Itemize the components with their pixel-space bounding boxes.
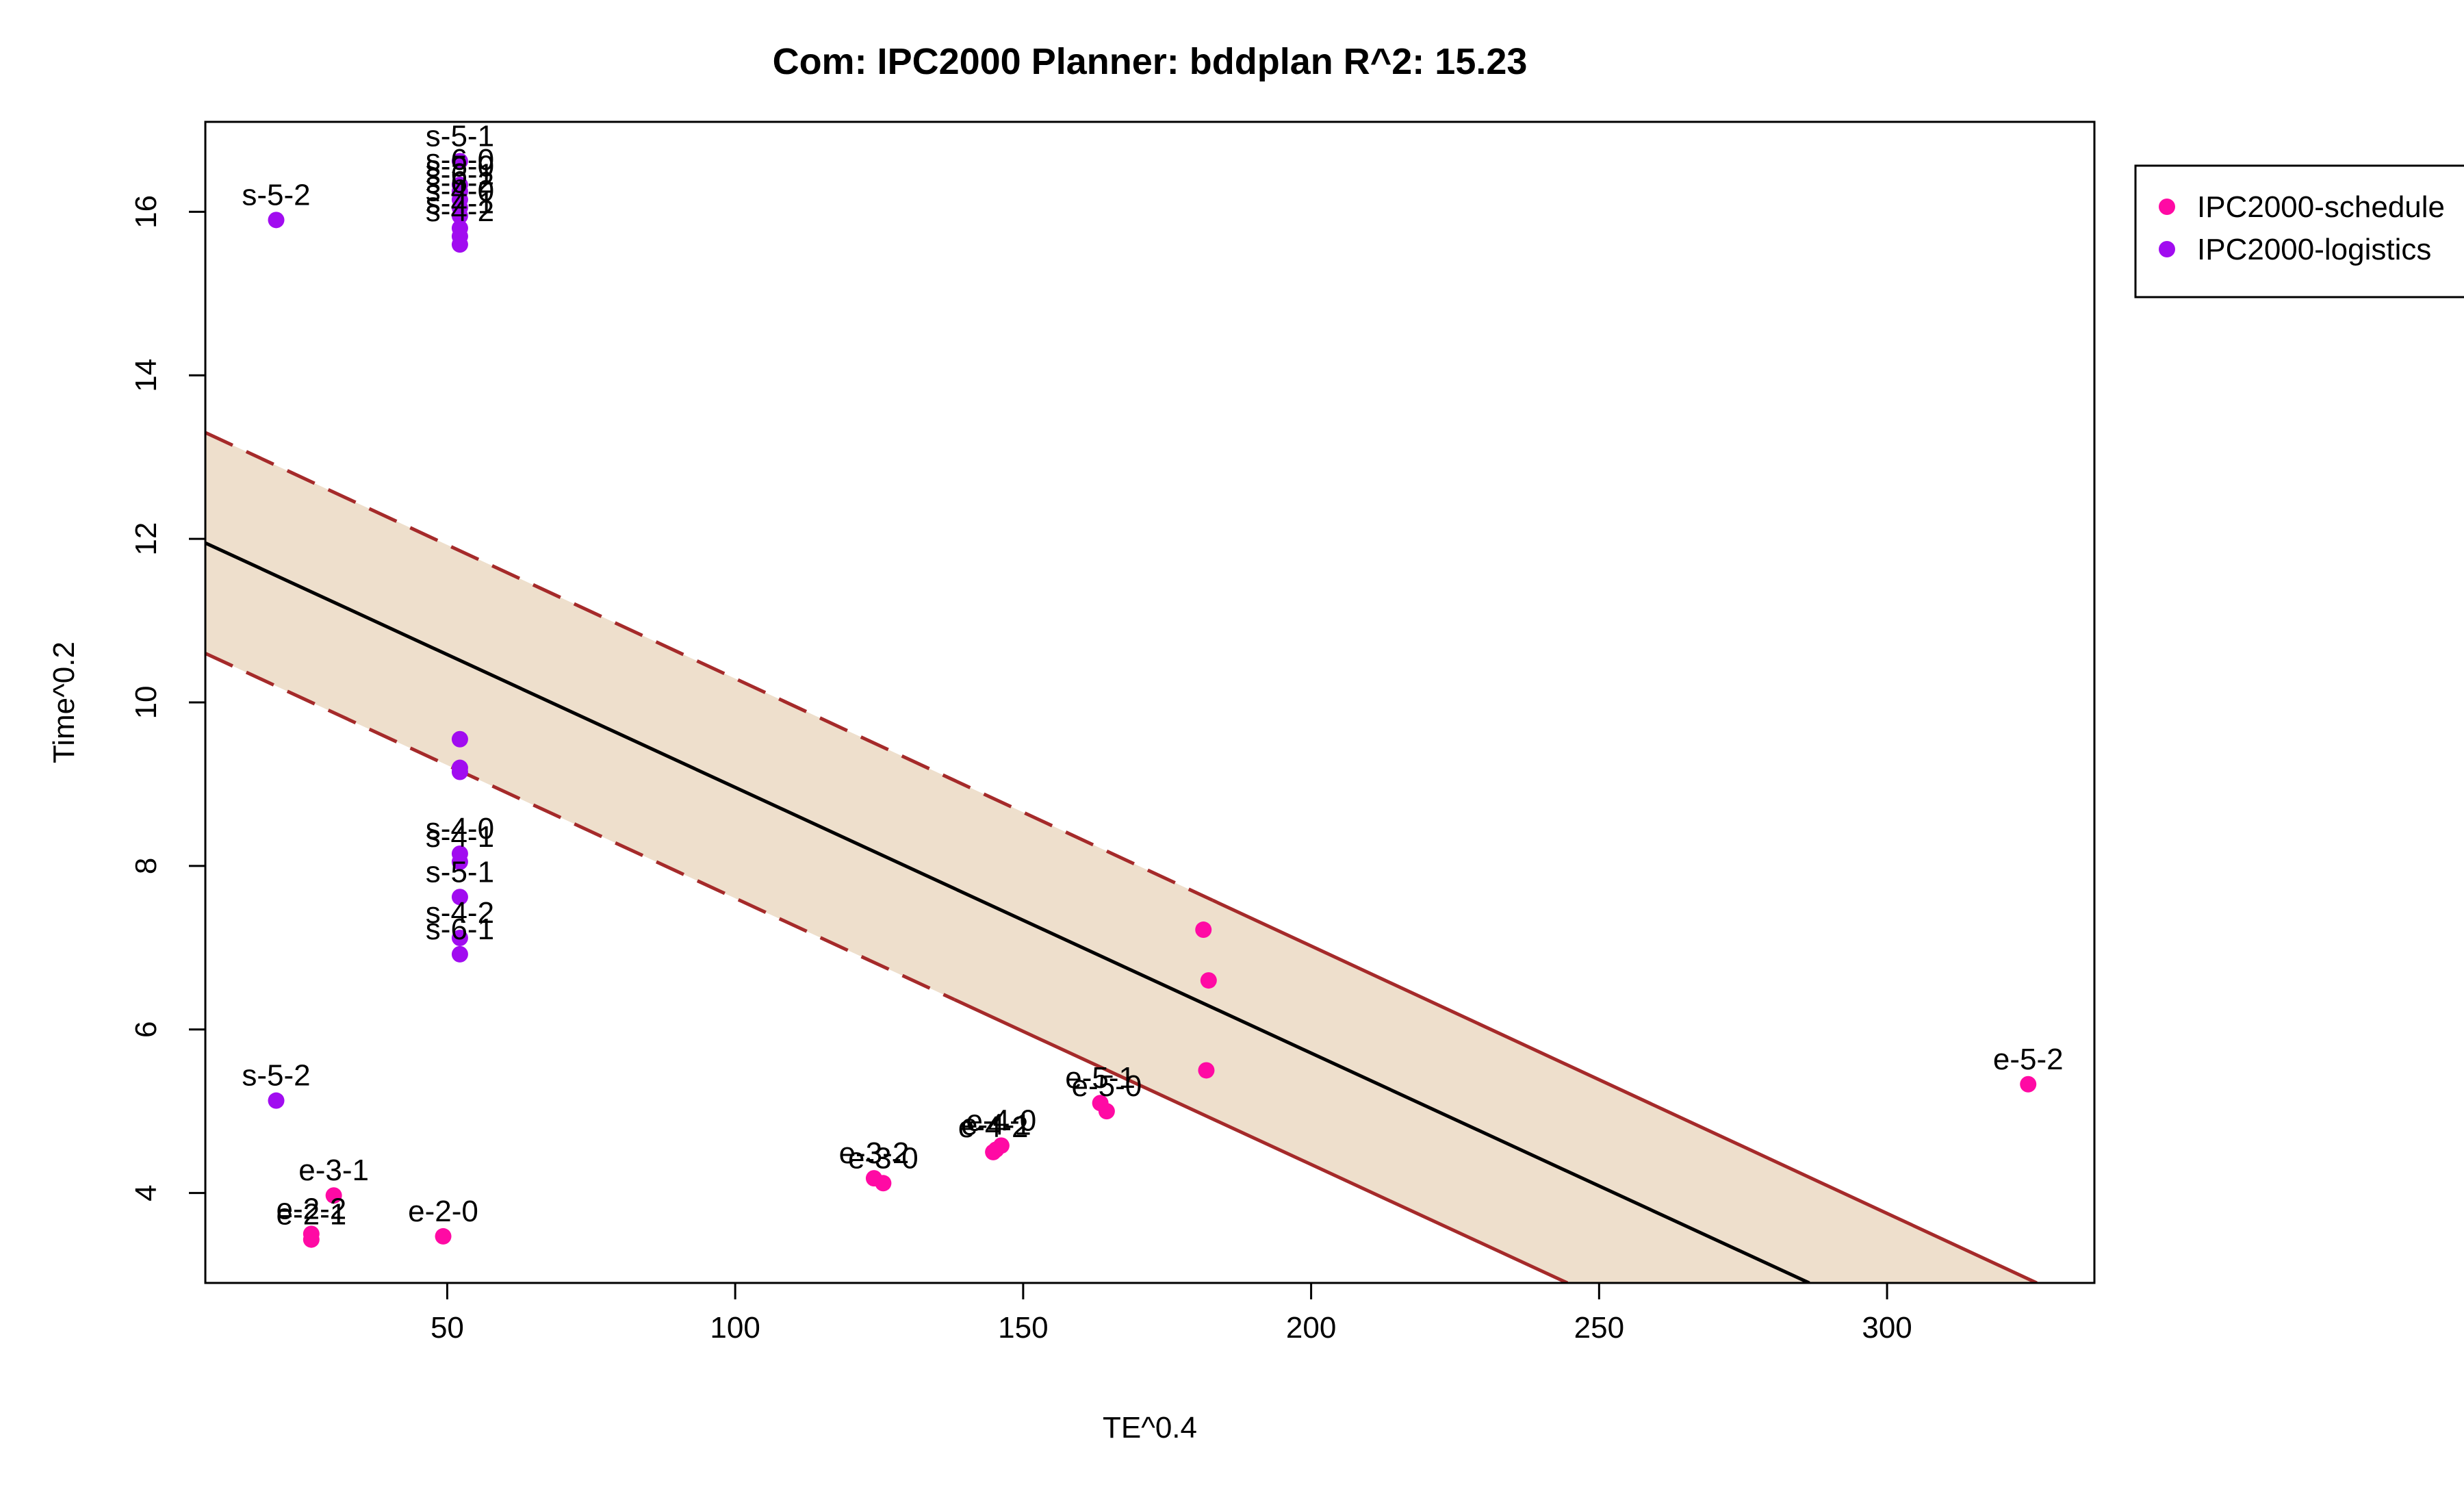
point-label: e-2-2: [276, 1192, 346, 1225]
point-label: e-4-0: [966, 1104, 1037, 1137]
y-axis: 4 6 8 10 12 14 16: [129, 195, 207, 1201]
data-points: [268, 153, 2037, 1248]
data-point: [303, 1231, 320, 1248]
upper-bound-line-dashed: [205, 431, 1214, 902]
data-point: [268, 212, 285, 229]
data-point: [325, 1187, 342, 1204]
point-label: s-6-1: [426, 157, 494, 191]
legend-marker: [2159, 241, 2175, 257]
data-point: [451, 236, 468, 253]
data-point: [1198, 1062, 1215, 1079]
point-label: e-3-2: [839, 1136, 910, 1170]
point-label: s-6-1: [426, 913, 494, 946]
data-point: [2020, 1076, 2037, 1093]
data-point: [451, 730, 468, 748]
legend-box: [2134, 164, 2464, 298]
legend-label: IPC2000-logistics: [2197, 233, 2431, 266]
lower-bound-line-solid: [953, 997, 1569, 1283]
x-tick-label: 150: [998, 1311, 1048, 1345]
point-label: s-4-1: [426, 820, 494, 854]
point-label: s-6-0: [426, 143, 494, 177]
point-label: e-3-0: [848, 1141, 919, 1175]
data-point: [451, 207, 468, 225]
data-point: [451, 929, 468, 946]
point-label: e-5-2: [1993, 1043, 2064, 1076]
y-tick-label: 6: [129, 1021, 163, 1038]
point-label: s-4-0: [426, 812, 494, 845]
x-axis: 50 100 150 200 250 300: [431, 1282, 1912, 1345]
point-label: e-2-1: [276, 1198, 346, 1232]
point-label: s-4-2: [426, 896, 494, 930]
point-label: e-2-0: [408, 1195, 478, 1228]
x-tick-label: 300: [1862, 1311, 1912, 1345]
y-tick-label: 16: [129, 195, 163, 229]
y-tick-label: 14: [129, 359, 163, 392]
point-label: e-5-0: [1072, 1069, 1142, 1103]
point-label: s-4-2: [426, 194, 494, 228]
data-point: [1195, 921, 1212, 939]
point-label: e-4-1: [961, 1108, 1031, 1141]
data-point: [451, 853, 468, 870]
x-tick-label: 250: [1574, 1311, 1624, 1345]
point-label: s-4-0: [426, 174, 494, 207]
data-point: [1200, 972, 1217, 989]
legend-label: IPC2000-schedule: [2197, 190, 2445, 224]
point-label: s-5-1: [426, 119, 494, 153]
legend: IPC2000-schedule IPC2000-logistics: [2134, 164, 2464, 298]
y-tick-label: 4: [129, 1184, 163, 1201]
point-label: s-6-2: [426, 166, 494, 199]
plot-area: [205, 431, 2038, 1283]
data-point: [985, 1143, 1002, 1160]
data-point: [268, 1092, 285, 1109]
x-axis-label: TE^0.4: [1103, 1411, 1197, 1445]
point-label: e-5-1: [1065, 1061, 1135, 1095]
data-point: [1098, 1103, 1115, 1120]
x-tick-label: 100: [710, 1311, 760, 1345]
regression-line: [205, 541, 1810, 1283]
data-point: [451, 889, 468, 906]
data-point: [451, 763, 468, 780]
point-label: s-4-1: [426, 186, 494, 220]
y-tick-label: 10: [129, 686, 163, 720]
point-labels: e-5-2 e-5-1e-5-0 e-4-0e-4-1e-4-2 e-3-2e-3-0…: [242, 119, 2063, 1231]
point-label: s-5-0: [426, 150, 494, 183]
point-label: s-5-2: [242, 1059, 310, 1093]
x-tick-label: 200: [1286, 1311, 1336, 1345]
data-point: [451, 945, 468, 963]
y-tick-label: 12: [129, 522, 163, 556]
point-label: e-3-1: [298, 1154, 369, 1187]
upper-bound-line-solid: [1211, 898, 2038, 1283]
point-label: s-5-1: [426, 855, 494, 889]
data-point: [435, 1227, 452, 1245]
point-label: e-4-2: [958, 1110, 1029, 1144]
chart-title: Com: IPC2000 Planner: bddplan R^2: 15.23: [773, 41, 1528, 82]
point-label: s-5-2: [242, 178, 310, 212]
y-tick-label: 8: [129, 858, 163, 874]
legend-marker: [2159, 199, 2175, 215]
lower-bound-line-dashed: [205, 652, 955, 1002]
y-axis-label: Time^0.2: [47, 641, 81, 763]
data-point: [451, 153, 468, 170]
x-tick-label: 50: [431, 1311, 464, 1345]
data-point: [875, 1175, 892, 1192]
